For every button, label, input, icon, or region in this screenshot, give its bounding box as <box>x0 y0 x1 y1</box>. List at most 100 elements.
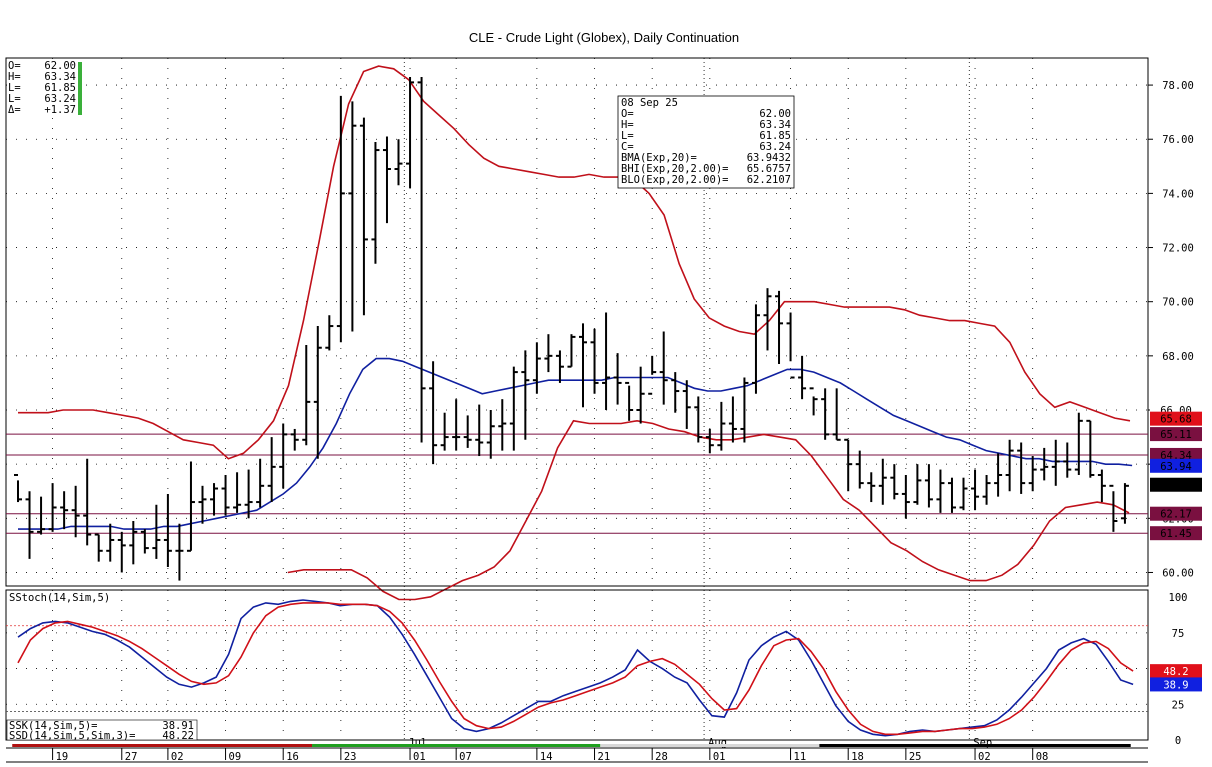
ohlc-bar <box>198 485 207 524</box>
ohlc-bar <box>417 76 426 443</box>
price-tag-bg <box>1150 411 1202 426</box>
ohlc-bar <box>348 101 357 332</box>
info-box-key: O= <box>621 108 634 120</box>
ohlc-bar <box>994 453 1003 497</box>
month-label: Aug <box>708 737 727 749</box>
info-box-date: 08 Sep 25 <box>621 97 678 109</box>
ohlc-bar <box>279 423 288 489</box>
ohlc-bar <box>394 139 403 186</box>
chart-title: CLE - Crude Light (Globex), Daily Contin… <box>469 30 739 45</box>
price-tick-label: 60.00 <box>1162 567 1194 579</box>
ohlc-bar <box>1040 447 1049 481</box>
ohlc-bar <box>140 529 149 554</box>
ohlc-bar <box>48 483 57 532</box>
x-tick-label: 02 <box>978 751 991 763</box>
ohlc-bar <box>1120 483 1129 524</box>
ohlc-bar <box>786 312 795 379</box>
price-tag-text: 62.17 <box>1160 509 1192 521</box>
info-box-value: 62.00 <box>759 108 791 120</box>
stoch-tag-text: 48.2 <box>1163 666 1188 678</box>
ohlc-bar <box>313 326 322 459</box>
ohlc-bar <box>602 312 611 410</box>
band-line <box>287 419 1130 601</box>
price-tick-label: 68.00 <box>1162 351 1194 363</box>
ohlc-bar <box>959 477 968 511</box>
price-tag-bg <box>1150 427 1202 442</box>
ohlc-bar <box>1017 442 1026 494</box>
ohlc-bar <box>175 523 184 581</box>
price-tick-label: 72.00 <box>1162 243 1194 255</box>
price-tag-text: 65.68 <box>1160 414 1192 426</box>
price-tick-label: 74.00 <box>1162 188 1194 200</box>
ohlc-bar <box>498 399 507 451</box>
stoch-tick-label: 75 <box>1172 628 1185 640</box>
ohlc-bar <box>256 458 265 508</box>
ohlc-bar <box>590 328 599 394</box>
price-tag-bg <box>1150 477 1202 492</box>
ohlc-bar <box>671 372 680 413</box>
readout-key: Δ= <box>8 104 21 116</box>
ohlc-bar <box>1109 484 1118 532</box>
ohlc-bar <box>106 523 115 562</box>
x-tick-label: 23 <box>344 751 357 763</box>
ohlc-bar <box>544 334 553 373</box>
readout-value: 63.34 <box>44 71 76 83</box>
ohlc-bar <box>186 461 195 552</box>
readout-value: 61.85 <box>44 82 76 94</box>
info-box-key: H= <box>621 119 634 131</box>
price-panel: 60.0062.0064.0066.0068.0070.0072.0074.00… <box>5 57 1202 740</box>
stoch-line <box>17 602 1134 736</box>
ohlc-bar <box>947 477 956 513</box>
ohlc-bar <box>532 342 541 394</box>
ohlc-bar <box>763 288 772 351</box>
readout-key: O= <box>8 60 21 72</box>
ohlc-bar <box>463 415 472 448</box>
ohlc-bar <box>844 438 853 492</box>
x-tick-label: 08 <box>1036 751 1049 763</box>
stoch-line <box>17 599 1134 737</box>
stoch-frame <box>5 589 1149 741</box>
ohlc-bar <box>648 355 657 395</box>
ohlc-bar <box>94 533 103 562</box>
ohlc-bar <box>982 474 991 505</box>
readout-value: 63.24 <box>44 93 76 105</box>
ohlc-bar <box>267 437 276 503</box>
ohlc-bar <box>371 141 380 264</box>
readout-bg <box>7 59 83 118</box>
price-tag-bg <box>1150 506 1202 521</box>
ohlc-bar <box>429 361 438 465</box>
ohlc-bar <box>37 496 46 535</box>
ohlc-bar <box>913 464 922 505</box>
ohlc-bar <box>855 450 864 489</box>
ohlc-bar <box>163 493 172 568</box>
price-tick-label: 76.00 <box>1162 134 1194 146</box>
stochastic-panel: 100 75 25 0 SStoch(14,Sim,5) 48.238.9 SSK(14,S… <box>5 589 1202 747</box>
stoch-tick-label: 0 <box>1175 735 1181 747</box>
ohlc-bar <box>936 469 945 513</box>
ohlc-bar <box>406 76 415 188</box>
x-tick-label: 01 <box>413 751 426 763</box>
x-tick-label: 07 <box>459 751 472 763</box>
stoch-readout-value: 38.91 <box>162 720 194 732</box>
stoch-readout-key: SSD(14,Sim,5,Sim,3)= <box>9 730 135 742</box>
ohlc-bar <box>325 315 334 351</box>
ohlc-bar <box>798 355 807 400</box>
ohlc-bar <box>1086 419 1095 478</box>
x-tick-label: 27 <box>125 751 138 763</box>
ohlc-bar <box>117 531 126 573</box>
x-tick-label: 19 <box>56 751 69 763</box>
stoch-tick-label: 25 <box>1172 699 1185 711</box>
ohlc-bar <box>740 377 749 443</box>
ohlc-bar <box>890 464 899 500</box>
ohlc-bar <box>152 504 161 559</box>
info-box-value: 63.24 <box>759 141 791 153</box>
ohlc-bar <box>821 388 830 440</box>
info-box-value: 63.9432 <box>747 152 791 164</box>
info-box-value: 63.34 <box>759 119 791 131</box>
ohlc-bar <box>728 396 737 443</box>
ohlc-bar <box>1063 442 1072 478</box>
month-label: Sep <box>973 737 992 749</box>
ohlc-bar <box>521 350 530 440</box>
ohlc-bar <box>475 404 484 457</box>
stoch-readout-value: 48.22 <box>162 730 194 742</box>
